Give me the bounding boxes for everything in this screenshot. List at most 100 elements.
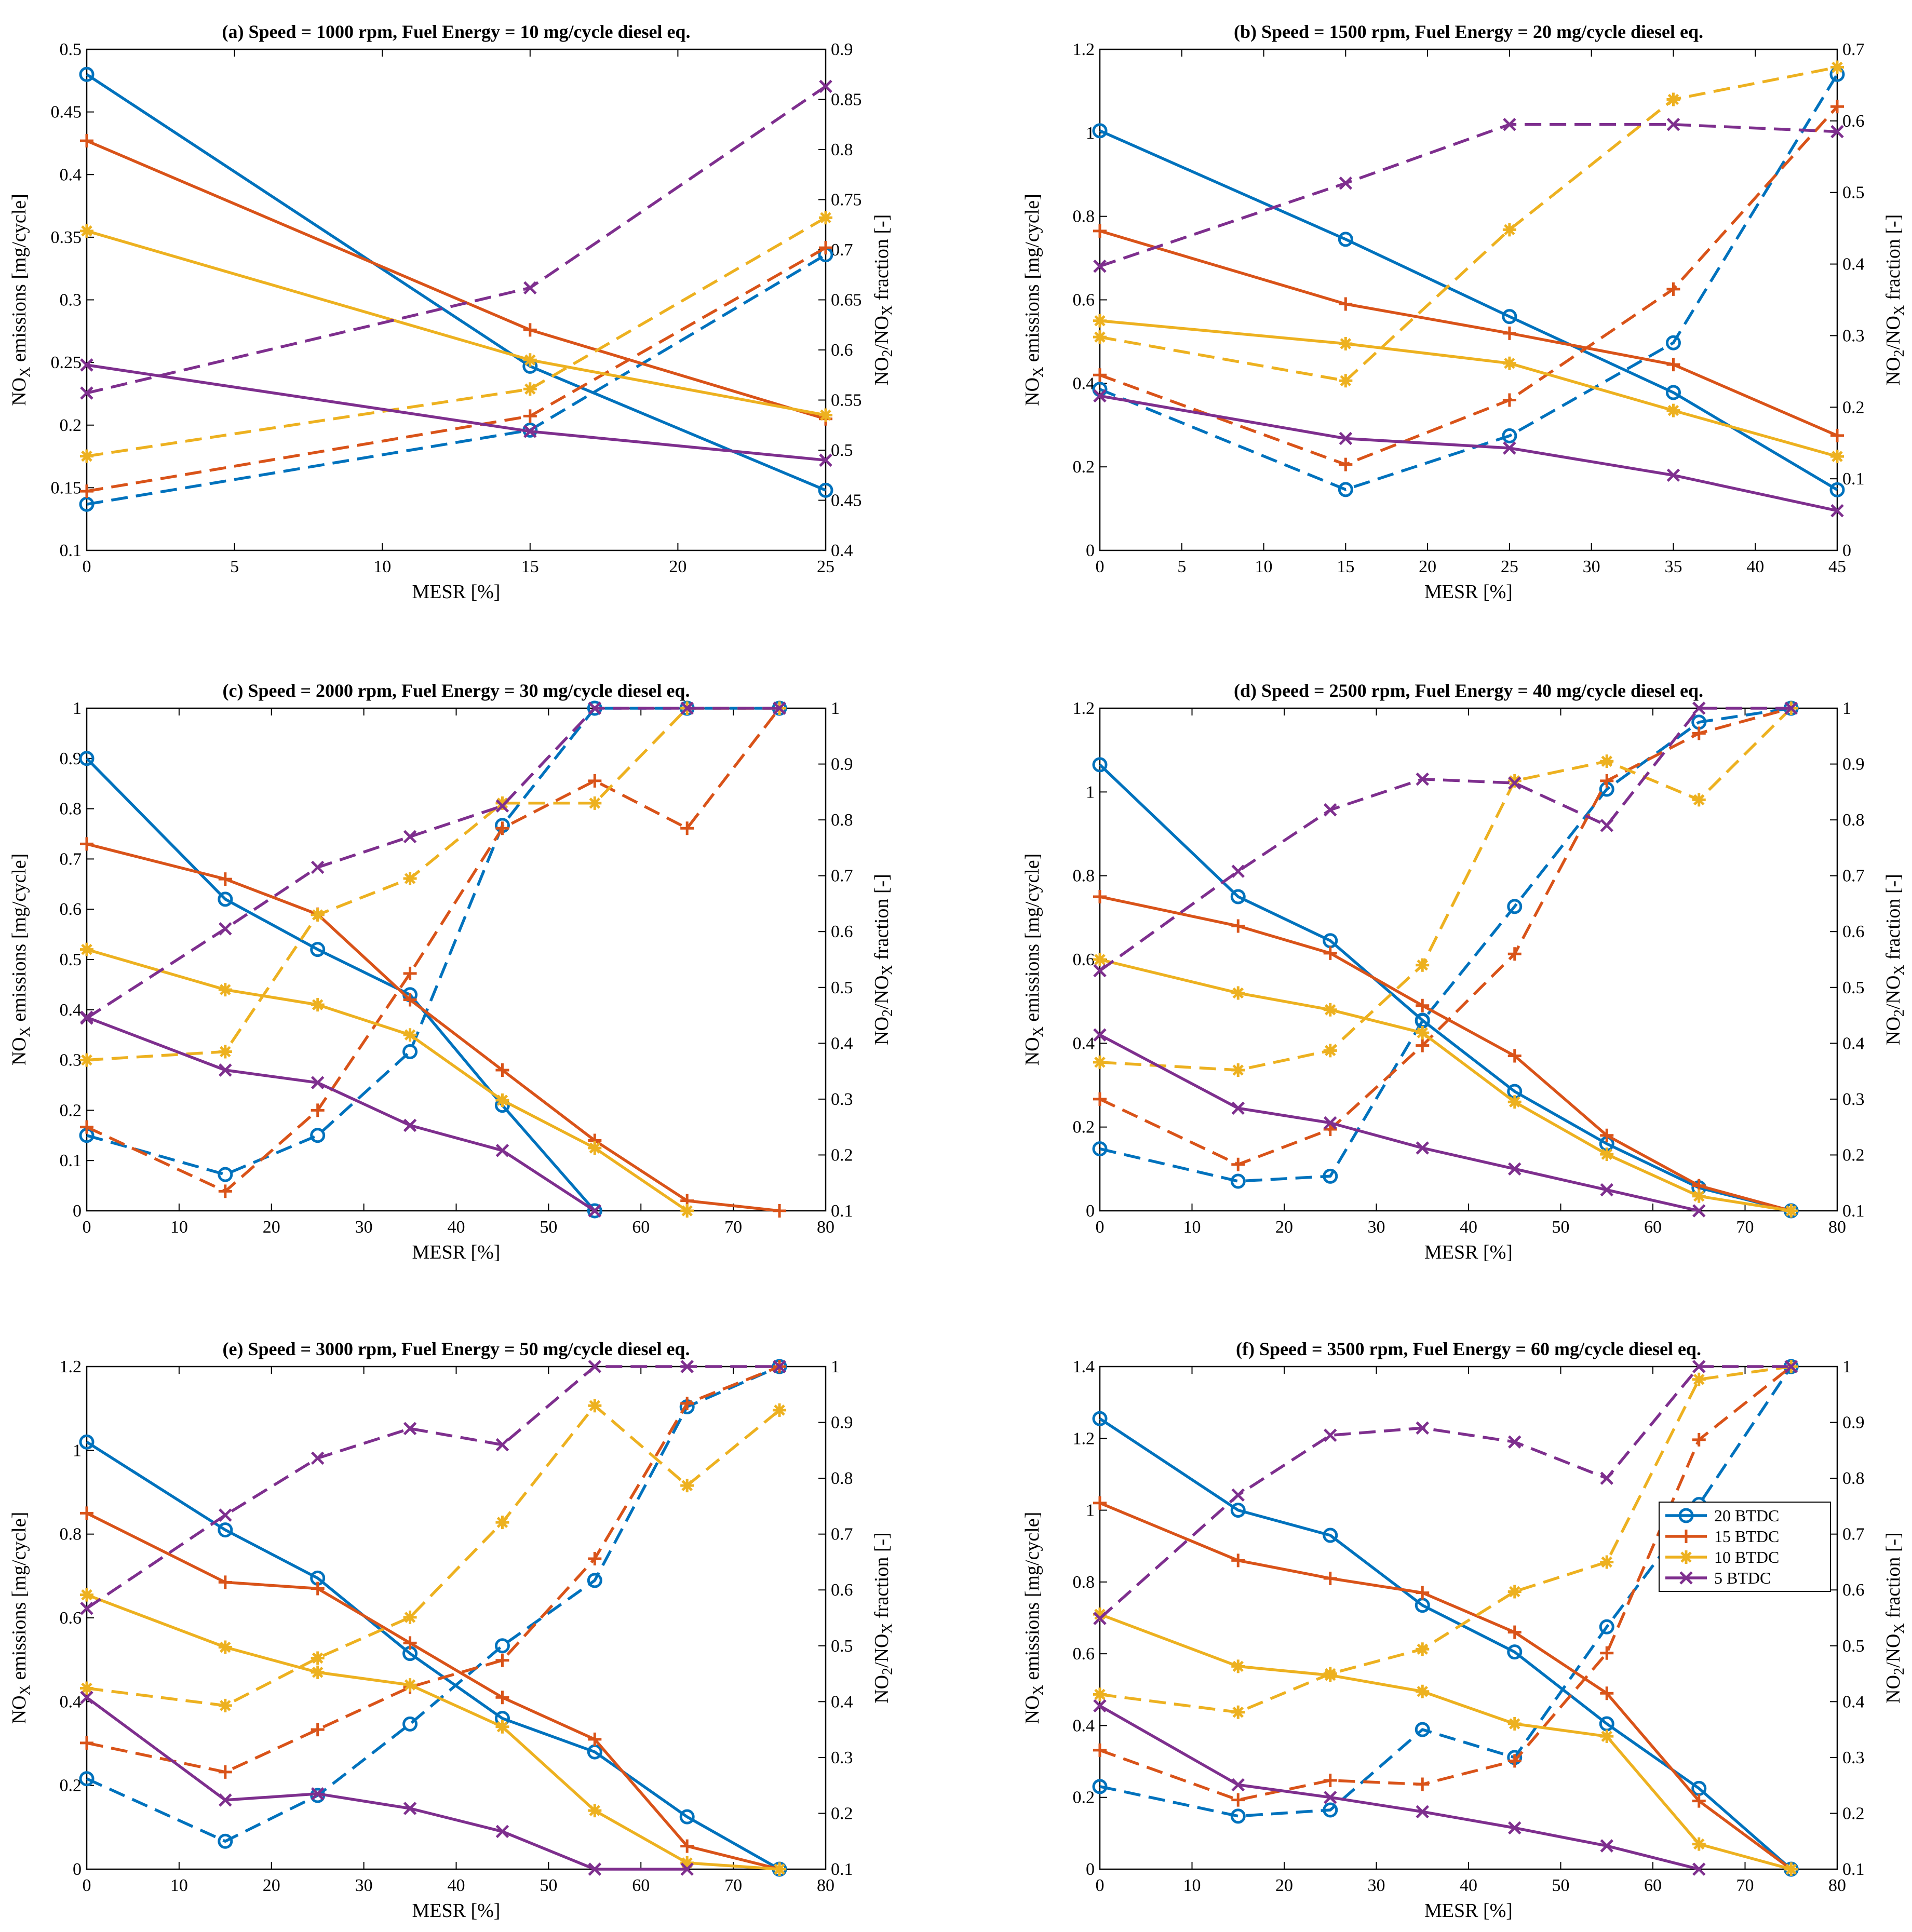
chart-title: (a) Speed = 1000 rpm, Fuel Energy = 10 m… <box>222 21 691 42</box>
label-part: fraction [-] <box>1882 1532 1904 1623</box>
label-part: /NO <box>871 1634 893 1668</box>
x-tick-label: 80 <box>1828 1218 1846 1237</box>
data-point-nox-20btdc <box>1092 757 1108 773</box>
y-tick-label: 0 <box>1086 541 1095 560</box>
data-point-nox-5btdc <box>495 1144 509 1157</box>
series-line-nox-20btdc <box>86 757 596 1212</box>
y2-axis-label: NO2/NOX fraction [-] <box>1882 874 1907 1045</box>
data-point-nox-20btdc <box>1338 232 1353 247</box>
data-point-ratio-20btdc <box>1599 1619 1614 1634</box>
data-point-nox-15btdc <box>1323 1571 1337 1585</box>
data-point-nox-20btdc <box>1502 309 1517 325</box>
series-line-nox-15btdc <box>86 139 826 421</box>
data-point-ratio-10btdc <box>1830 60 1844 74</box>
data-point-ratio-5btdc <box>773 701 786 715</box>
data-point-ratio-15btdc <box>1323 1122 1337 1136</box>
y2-tick-label: 0.2 <box>1842 1804 1865 1823</box>
x-tick-label: 0 <box>1096 1876 1105 1895</box>
legend-marker-5btdc <box>1679 1571 1693 1585</box>
y-tick-label: 0.2 <box>60 1101 82 1120</box>
y-tick-label: 1 <box>73 1441 82 1460</box>
data-point-ratio-10btdc <box>680 1479 694 1493</box>
x-tick-label: 70 <box>724 1218 742 1237</box>
legend: 20 BTDC 15 BTDC 10 BTDC 5 BTDC <box>1659 1502 1831 1592</box>
legend-label-10btdc: 10 BTDC <box>1714 1548 1779 1566</box>
label-subscript: X <box>1030 1026 1046 1037</box>
y2-tick-label: 0.3 <box>1842 326 1865 345</box>
label-subscript: X <box>880 1623 896 1633</box>
data-point-ratio-15btdc <box>80 484 93 498</box>
data-point-nox-10btdc <box>773 1862 787 1876</box>
data-point-nox-10btdc <box>680 1856 694 1870</box>
data-point-ratio-10btdc <box>1093 1055 1107 1069</box>
data-point-nox-10btdc <box>80 224 93 238</box>
data-point-ratio-10btdc <box>773 1403 787 1417</box>
y-tick-label: 0.4 <box>60 1692 82 1711</box>
data-point-ratio-5btdc <box>1416 772 1430 786</box>
y2-tick-label: 0.4 <box>1842 1692 1865 1711</box>
y2-tick-label: 0.5 <box>1842 1637 1865 1656</box>
data-point-ratio-20btdc <box>218 1833 233 1849</box>
x-tick-label: 10 <box>1255 557 1273 576</box>
data-point-nox-10btdc <box>1416 1684 1430 1698</box>
data-point-nox-15btdc <box>495 1691 509 1705</box>
x-tick-label: 40 <box>448 1218 465 1237</box>
y-tick-label: 0.3 <box>60 291 82 310</box>
data-point-ratio-15btdc <box>1323 1773 1337 1787</box>
y-tick-label: 0.9 <box>60 749 82 768</box>
data-point-ratio-5btdc <box>1093 1612 1107 1625</box>
data-point-nox-20btdc <box>79 1434 95 1450</box>
data-point-nox-5btdc <box>1507 1821 1521 1835</box>
data-point-ratio-5btdc <box>1692 1360 1706 1373</box>
data-point-ratio-5btdc <box>680 1360 694 1373</box>
y2-tick-label: 0.2 <box>1842 398 1865 417</box>
series-line-ratio-15btdc <box>86 707 781 1193</box>
y-tick-label: 0.5 <box>60 40 82 59</box>
y-tick-label: 0.15 <box>51 478 82 497</box>
data-point-ratio-5btdc <box>1830 125 1844 139</box>
data-point-nox-20btdc <box>1323 1528 1338 1543</box>
y2-tick-label: 0.4 <box>1842 255 1865 274</box>
y2-tick-label: 0.8 <box>831 1469 853 1488</box>
y2-tick-label: 0.5 <box>1842 978 1865 997</box>
data-point-ratio-15btdc <box>495 821 509 835</box>
data-point-nox-5btdc <box>1416 1805 1430 1819</box>
data-point-ratio-10btdc <box>1666 92 1680 106</box>
data-point-ratio-20btdc <box>402 1716 418 1732</box>
data-point-ratio-5btdc <box>1323 1428 1337 1442</box>
data-point-ratio-10btdc <box>1507 774 1521 788</box>
data-point-nox-10btdc <box>588 1804 602 1818</box>
label-subscript: X <box>17 367 33 377</box>
data-point-nox-5btdc <box>1507 1162 1521 1176</box>
data-point-nox-5btdc <box>80 1691 93 1705</box>
x-tick-label: 40 <box>448 1876 465 1895</box>
label-part: NO <box>8 1037 30 1065</box>
x-tick-label: 30 <box>1368 1218 1385 1237</box>
x-tick-label: 80 <box>817 1218 834 1237</box>
y-axis-label: NOX emissions [mg/cycle] <box>8 854 33 1066</box>
series-line-nox-10btdc <box>86 1593 780 1871</box>
data-point-ratio-10btdc <box>1507 1585 1521 1599</box>
data-point-ratio-10btdc <box>403 1610 417 1624</box>
x-tick-label: 45 <box>1828 557 1846 576</box>
data-point-ratio-5btdc <box>403 1422 417 1436</box>
x-tick-label: 40 <box>1460 1876 1477 1895</box>
series-line-nox-10btdc <box>1099 958 1792 1212</box>
data-point-nox-5btdc <box>80 358 93 372</box>
data-point-ratio-10btdc <box>1339 374 1353 388</box>
series-line-nox-20btdc <box>86 1440 780 1871</box>
label-subscript: X <box>1030 367 1046 377</box>
data-point-nox-5btdc <box>680 1862 694 1876</box>
series-line-nox-15btdc <box>1099 229 1838 437</box>
y2-tick-label: 0.2 <box>1842 1145 1865 1165</box>
data-point-nox-15btdc <box>1666 358 1680 372</box>
x-tick-label: 5 <box>230 557 239 576</box>
y-tick-label: 0.2 <box>60 416 82 435</box>
series-line-ratio-20btdc <box>86 707 780 1176</box>
data-point-ratio-15btdc <box>523 409 537 423</box>
data-point-nox-5btdc <box>311 1076 325 1089</box>
y-axis-label: NOX emissions [mg/cycle] <box>1021 854 1046 1066</box>
data-point-nox-5btdc <box>1323 1116 1337 1130</box>
y2-tick-label: 0.4 <box>831 1034 853 1053</box>
data-point-ratio-15btdc <box>1231 1793 1245 1807</box>
